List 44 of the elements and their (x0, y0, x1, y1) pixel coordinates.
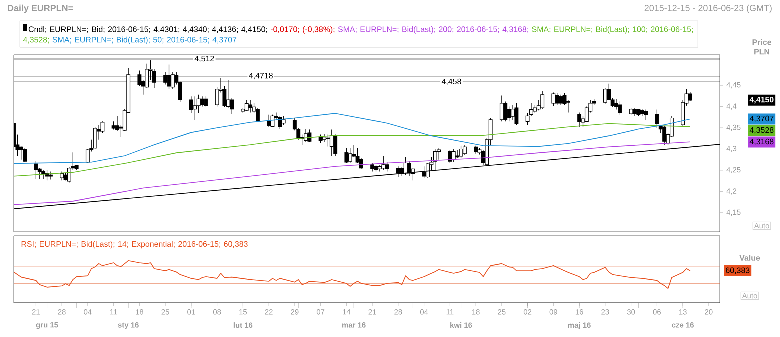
candlestick (514, 103, 519, 126)
candlestick (308, 129, 312, 143)
candlestick (456, 150, 460, 158)
candlestick (19, 146, 24, 160)
candlestick (511, 104, 515, 120)
candlestick (193, 96, 198, 120)
candlestick (344, 148, 349, 164)
candlestick (459, 146, 464, 158)
candlestick (559, 94, 564, 106)
candlestick (618, 101, 622, 116)
candlestick (540, 91, 545, 110)
candlestick (507, 106, 512, 122)
candlestick (603, 88, 608, 104)
candlestick (93, 126, 98, 150)
candlestick (348, 148, 352, 164)
candlestick (644, 109, 648, 120)
candlestick (662, 126, 667, 146)
candlestick (204, 96, 208, 108)
candlestick (500, 95, 504, 122)
candlestick (448, 150, 452, 164)
candlestick (267, 114, 272, 128)
line-series (14, 113, 691, 164)
candlestick (408, 161, 412, 176)
candlestick (244, 100, 249, 112)
candlestick (463, 144, 467, 156)
candlestick (655, 109, 660, 129)
candlestick (248, 100, 253, 114)
candlestick (23, 148, 28, 163)
chart-title: Daily EURPLN= (8, 4, 74, 14)
candlestick (504, 101, 508, 122)
candlestick (552, 92, 556, 106)
candlestick (566, 100, 570, 114)
candlestick (578, 112, 582, 128)
candlestick (433, 148, 438, 170)
candlestick (42, 170, 46, 180)
candlestick (200, 96, 204, 108)
candlestick (452, 148, 456, 163)
candlestick (256, 108, 260, 123)
chart-subtitle: 2015-12-15 - 2016-06-23 (GMT) (644, 4, 772, 14)
candlestick (322, 134, 326, 143)
candlestick (34, 161, 38, 180)
candlestick (382, 156, 386, 171)
candlestick (326, 134, 330, 147)
candlestick (278, 116, 282, 130)
